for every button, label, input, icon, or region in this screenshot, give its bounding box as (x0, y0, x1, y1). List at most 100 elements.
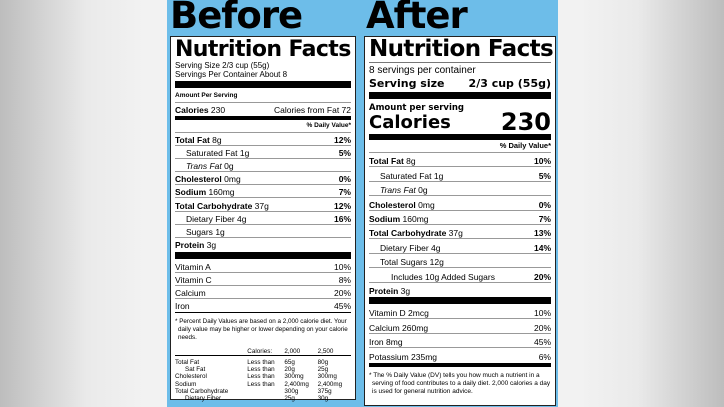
nutrient-name: Trans Fat (186, 161, 222, 172)
nutrient-row: Dietary Fiber 4g 14% (369, 238, 551, 253)
nutrient-name: Sodium (369, 213, 401, 224)
table-cell: 20g (284, 366, 295, 374)
nutrient-name: Dietary Fiber (380, 242, 429, 253)
table-cell: 25g (284, 395, 295, 403)
nutrient-dv: 0% (538, 199, 551, 210)
vitamin-name: Vitamin C (175, 274, 212, 285)
nutrient-name: Total Sugars (380, 257, 428, 268)
thick-divider (175, 251, 351, 259)
thick-divider (175, 81, 351, 88)
table-cell: Less than (247, 373, 275, 381)
serving-size-label: Serving size (369, 77, 445, 90)
nutrient-list: Total Fat 8g 12% Saturated Fat 1g 5% Trans F… (175, 132, 351, 250)
nutrient-name: Trans Fat (380, 185, 416, 196)
vitamin-row: Potassium 235mg 6% (369, 347, 551, 362)
table-cell: Sodium (175, 380, 197, 388)
vitamin-dv: 20% (333, 287, 351, 298)
vitamin-dv: 45% (333, 300, 351, 311)
vitamin-row: Vitamin C 8% (175, 271, 351, 285)
nutrient-row: Sodium 160mg 7% (369, 209, 551, 224)
nutrient-name: Cholesterol (369, 199, 416, 210)
vitamin-row: Vitamin A 10% (175, 259, 351, 272)
nutrient-dv: 14% (533, 242, 551, 253)
calories-from-fat: Calories from Fat 72 (274, 105, 351, 115)
table-cell: 30g (317, 395, 329, 403)
table-row: Sat Fat Less than 20g 25g (175, 366, 351, 373)
nutrient-row: Includes 10g Added Sugars 20% (369, 267, 551, 282)
nutrient-name: Total Carbohydrate (369, 228, 447, 239)
vitamin-dv: 6% (538, 351, 551, 362)
table-header: Calories: 2,000 2,500 (175, 348, 351, 356)
servings-per-container: Servings Per Container About 8 (175, 69, 288, 79)
nutrient-name: Protein (175, 239, 205, 250)
table-cell: 300mg (317, 373, 337, 381)
thick-divider (369, 92, 551, 99)
nutrient-amount: 8g (406, 156, 416, 167)
medium-divider (175, 116, 351, 120)
table-row: Sodium Less than 2,400mg 2,400mg (175, 381, 351, 388)
table-cell: Cholesterol (175, 373, 207, 381)
nutrient-dv: 12% (333, 135, 351, 146)
nutrient-name: Total Fat (175, 135, 210, 146)
nutrient-amount: 1g (433, 170, 444, 181)
medium-divider (369, 362, 551, 367)
nutrient-row: Total Fat 8g 12% (175, 132, 351, 145)
table-cell: Dietary Fiber (185, 395, 222, 403)
thick-divider (369, 134, 551, 140)
nutrient-amount: 3g (400, 285, 411, 296)
dv-header: % Daily Value* (306, 122, 351, 129)
table-row: Cholesterol Less than 300mg 300mg (175, 373, 351, 380)
table-row: Total Carbohydrate 300g 375g (175, 388, 351, 395)
nutrient-name: Saturated Fat (186, 148, 238, 159)
table-cell: Less than (247, 366, 275, 374)
before-label: Nutrition Facts Serving Size 2/3 cup (55… (170, 36, 356, 403)
table-row: Total Fat Less than 65g 80g (175, 356, 351, 367)
nutrient-name: Cholesterol (175, 174, 222, 185)
vitamin-dv: 20% (533, 322, 551, 333)
vitamin-dv: 45% (533, 337, 551, 348)
table-cell: 300g (284, 387, 299, 395)
vitamin-name: Calcium (175, 287, 206, 298)
nutrient-row: Protein 3g (175, 236, 351, 250)
calories-row: Calories 230 Calories from Fat 72 (175, 102, 351, 115)
table-header-cell: 2,500 (317, 347, 334, 355)
label-title: Nutrition Facts (175, 37, 351, 62)
nutrient-row: Saturated Fat 1g 5% (175, 145, 351, 158)
table-cell: Less than (247, 380, 275, 388)
table-header-cell: 2,000 (284, 347, 301, 355)
table-cell: Total Carbohydrate (175, 387, 229, 395)
nutrient-dv: 5% (538, 170, 551, 181)
nutrient-row: Sugars 1g (175, 223, 351, 237)
table-cell: 2,400mg (284, 380, 309, 388)
nutrient-list: Total Fat 8g 10% Saturated Fat 1g 5% Trans F… (369, 152, 551, 296)
nutrient-row: Total Carbohydrate 37g 13% (369, 223, 551, 239)
nutrient-row: Trans Fat 0g (175, 158, 351, 171)
nutrient-dv: 16% (333, 213, 351, 224)
vitamin-name: Iron (175, 300, 190, 311)
nutrient-row: Saturated Fat 1g 5% (369, 166, 551, 181)
after-heading: After (366, 0, 468, 37)
nutrient-amount: 4g (431, 242, 441, 253)
nutrient-row: Protein 3g (369, 281, 551, 296)
nutrient-amount: 0g (224, 161, 234, 172)
nutrient-name: Total Fat (369, 156, 404, 167)
calories-row: Calories 230 (369, 110, 551, 134)
nutrient-amount: 12g (429, 257, 444, 268)
vitamin-list: Vitamin D 2mcg 10% Calcium 260mg 20% Iron 8m… (369, 304, 551, 362)
nutrient-amount: 4g (237, 213, 247, 224)
nutrient-dv: 5% (338, 148, 351, 159)
nutrient-dv: 7% (338, 187, 351, 198)
nutrient-name: Sodium (175, 187, 207, 198)
amount-per-serving: Amount per serving (369, 103, 465, 113)
vitamin-dv: 10% (533, 308, 551, 319)
nutrient-row: Dietary Fiber 4g 16% (175, 210, 351, 224)
amount-per-serving: Amount Per Serving (175, 92, 238, 99)
nutrient-name: Dietary Fiber (186, 213, 235, 224)
nutrient-row: Cholesterol 0mg 0% (369, 195, 551, 210)
nutrient-amount: 0mg (224, 174, 241, 185)
vitamin-row: Iron 45% (175, 297, 351, 311)
nutrient-dv: 0% (338, 174, 351, 185)
before-heading: Before (170, 0, 303, 37)
nutrient-amount: 1g (239, 148, 250, 159)
footnote: * The % Daily Value (DV) tells you how m… (369, 371, 551, 395)
